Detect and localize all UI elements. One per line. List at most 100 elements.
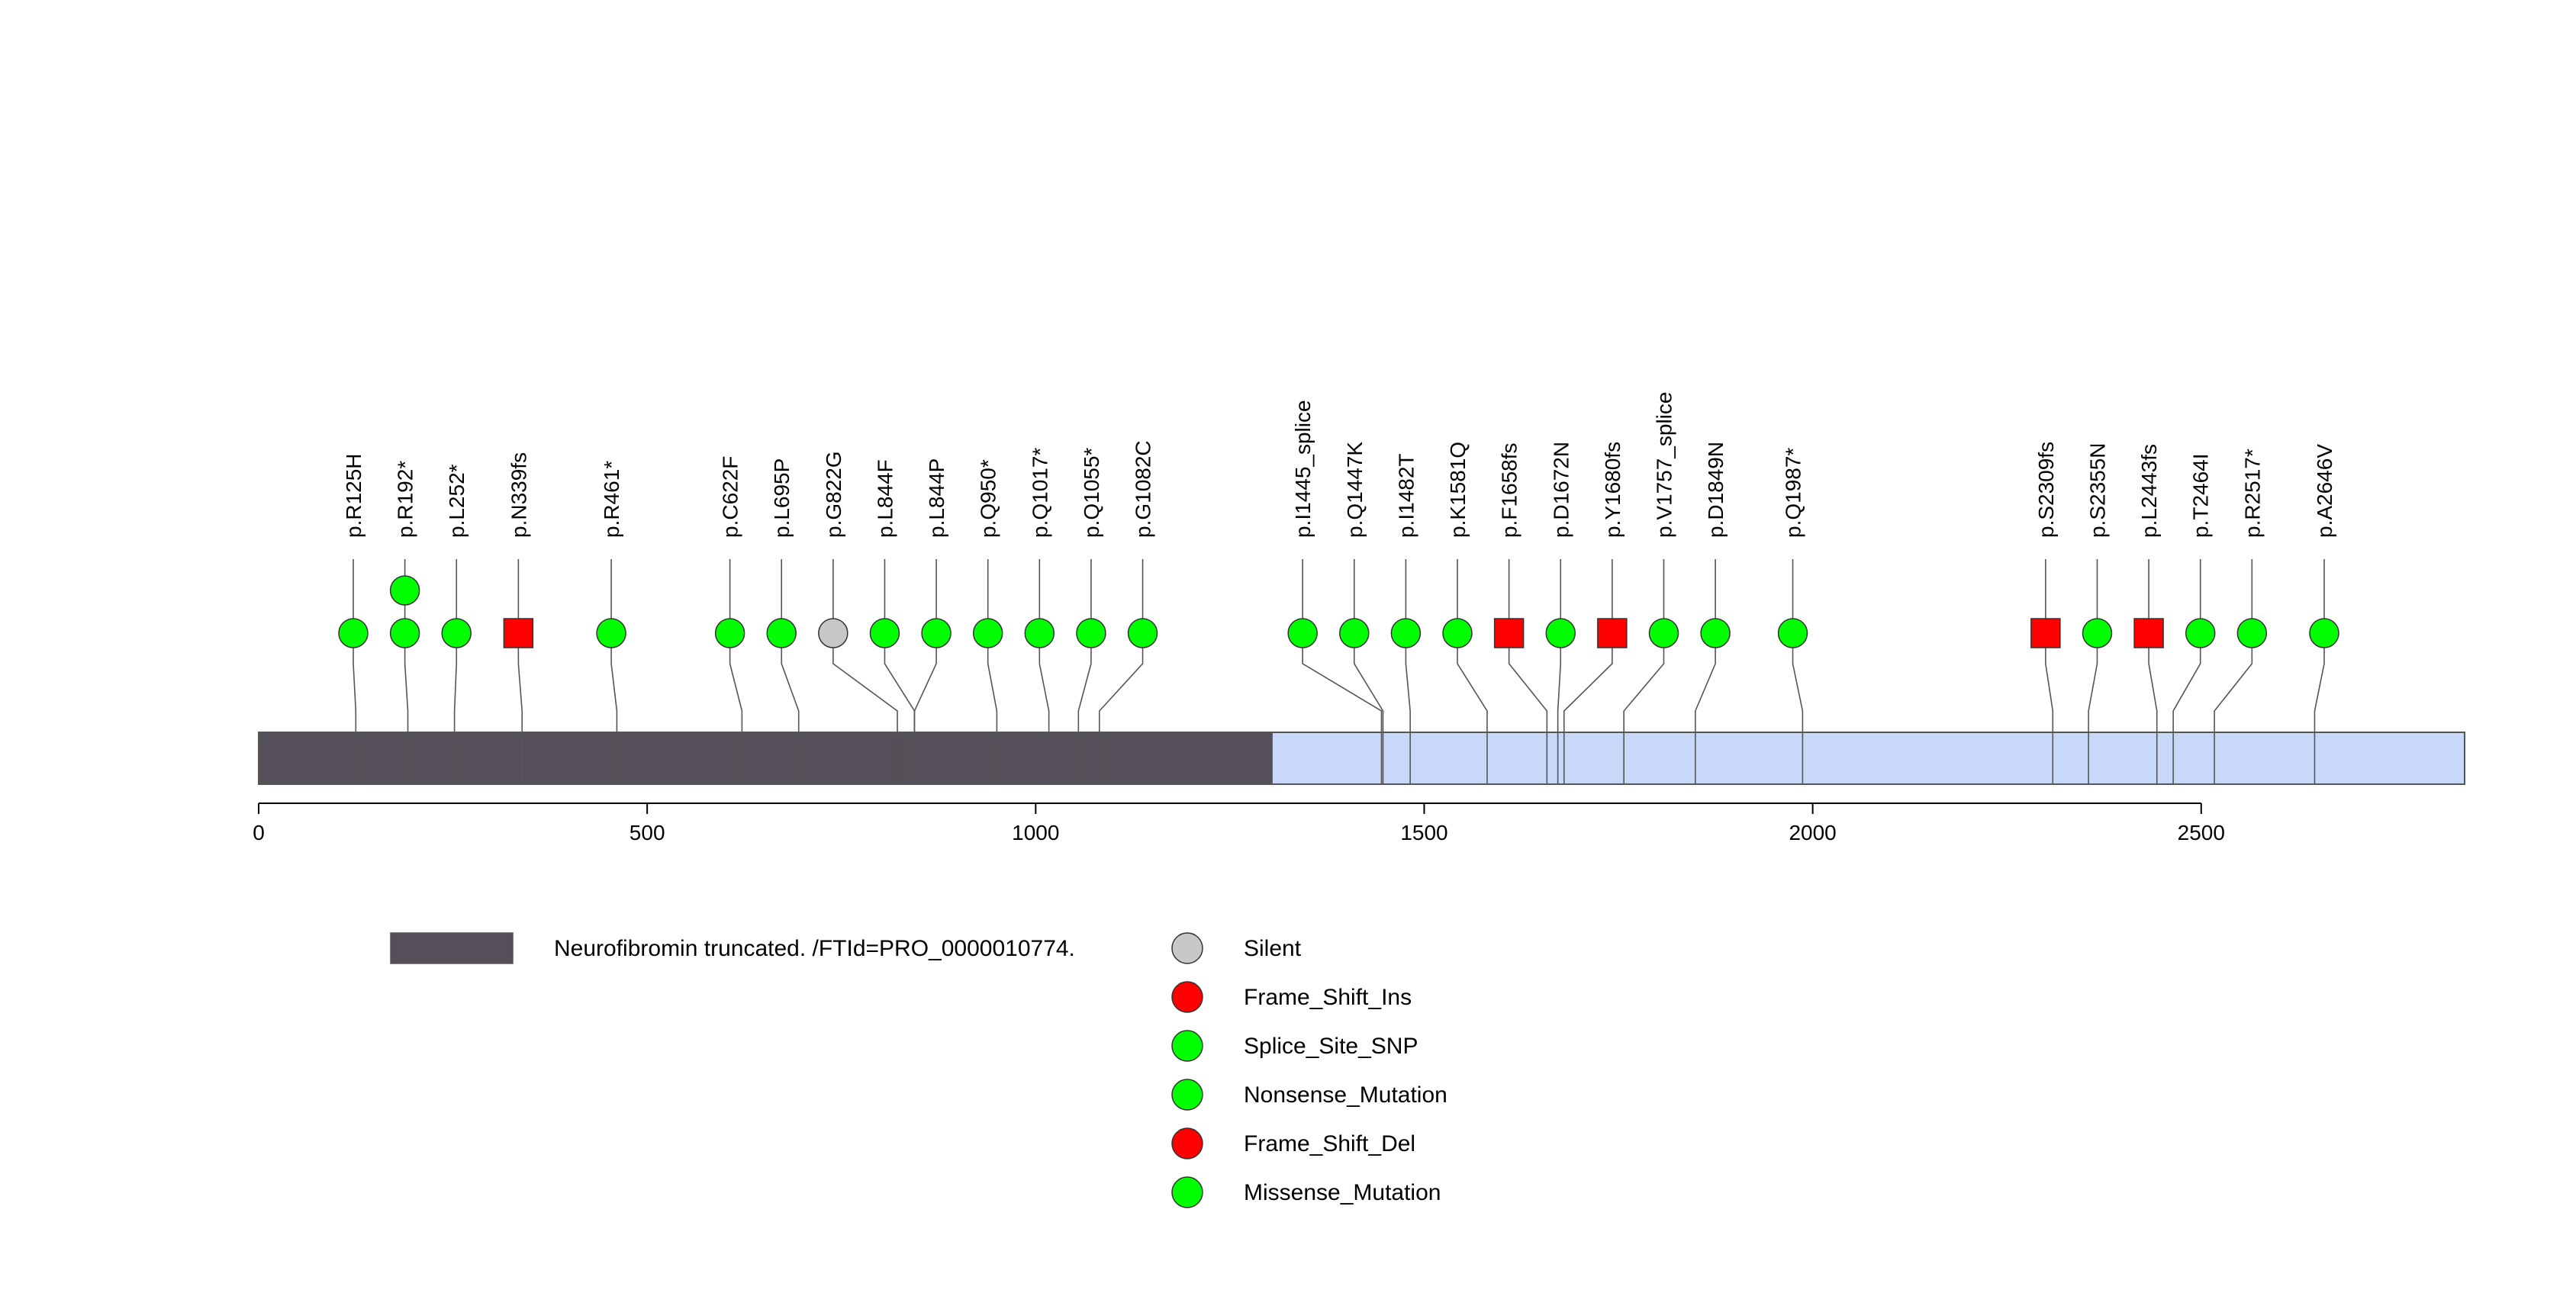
connector-p-n339fs: [517, 559, 523, 784]
x-tick-label-500: 500: [630, 821, 665, 844]
legend-swatch-silent: [1171, 932, 1203, 964]
marker-p-k1581q: [1442, 618, 1473, 648]
domain-0: [259, 732, 1273, 785]
mutation-label-p-g822g: p.G822G: [822, 451, 845, 538]
connector-p-r461: [610, 559, 618, 784]
connector-p-t2464i: [2172, 559, 2201, 784]
x-tick-label-1000: 1000: [1012, 821, 1059, 844]
connector-p-q1987: [1792, 559, 1804, 784]
legend-label-frame-shift-ins: Frame_Shift_Ins: [1244, 985, 1412, 1010]
mutation-label-p-v1757-splice: p.V1757_splice: [1652, 392, 1676, 538]
connector-p-i1482t: [1405, 559, 1411, 784]
mutation-label-p-d1672n: p.D1672N: [1549, 442, 1573, 538]
connector-p-r192: [404, 559, 409, 784]
connector-p-g1082c: [1099, 559, 1144, 784]
connector-p-q1447k: [1353, 559, 1384, 784]
legend-label-splice-site-snp: Splice_Site_SNP: [1244, 1034, 1418, 1059]
mutation-label-p-q1055: p.Q1055*: [1080, 448, 1103, 538]
marker-p-i1445-splice: [1287, 618, 1318, 648]
connector-p-r125h: [353, 559, 357, 784]
marker-p-c622f: [714, 618, 745, 648]
connector-p-g822g: [832, 559, 898, 784]
legend-swatch-frame-shift-ins: [1171, 981, 1203, 1013]
marker-p-g1082c: [1127, 618, 1158, 648]
connector-p-k1581q: [1457, 559, 1488, 784]
marker-p-r192: [389, 618, 420, 648]
marker-p-d1672n: [1545, 618, 1576, 648]
connector-p-i1445-splice: [1302, 559, 1383, 784]
legend-swatch-splice-site-snp: [1171, 1030, 1203, 1062]
connector-p-y1680fs: [1563, 559, 1613, 784]
mutation-label-p-d1849n: p.D1849N: [1704, 442, 1728, 538]
marker-p-l844p: [921, 618, 952, 648]
x-tick-label-0: 0: [253, 821, 265, 844]
legend-label-nonsense-mutation: Nonsense_Mutation: [1244, 1082, 1447, 1108]
mutation-label-p-i1445-splice: p.I1445_splice: [1291, 400, 1315, 538]
marker-p-q1017: [1024, 618, 1055, 648]
marker-p-r2517: [2236, 618, 2268, 648]
marker-p-t2464i: [2185, 618, 2216, 648]
legend-label-frame-shift-del: Frame_Shift_Del: [1244, 1131, 1415, 1156]
marker-p-i1482t: [1390, 618, 1422, 648]
mutation-label-p-l2443fs: p.L2443fs: [2137, 444, 2161, 538]
mutation-label-p-l844f: p.L844F: [873, 459, 897, 538]
mutation-label-p-c622f: p.C622F: [719, 456, 742, 538]
mutation-label-p-q1447k: p.Q1447K: [1343, 442, 1367, 538]
mutation-label-p-a2646v: p.A2646V: [2313, 444, 2336, 538]
legend-swatch-missense-mutation: [1171, 1176, 1203, 1208]
marker-p-q950: [972, 618, 1003, 648]
marker-p-l844f: [869, 618, 900, 648]
connector-p-a2646v: [2314, 559, 2325, 784]
connector-p-c622f: [729, 559, 743, 784]
connector-p-l252: [453, 559, 458, 784]
x-tick-label-2500: 2500: [2178, 821, 2225, 844]
x-tick-label-2000: 2000: [1789, 821, 1836, 844]
marker-p-q1987: [1777, 618, 1808, 648]
connector-p-q950: [987, 559, 998, 784]
legend-label-missense-mutation: Missense_Mutation: [1244, 1180, 1441, 1205]
marker-p-r125h: [338, 618, 369, 648]
marker-p-n339fs: [503, 618, 534, 648]
connector-p-s2355n: [2088, 559, 2098, 784]
legend-domain-label-0: Neurofibromin truncated. /FTId=PRO_00000…: [554, 936, 1075, 961]
marker-p-l252: [441, 618, 472, 648]
mutation-label-p-l695p: p.L695P: [770, 458, 794, 538]
mutation-label-p-k1581q: p.K1581Q: [1446, 442, 1470, 538]
x-tick-label-1500: 1500: [1400, 821, 1447, 844]
marker-p-g822g: [818, 618, 848, 648]
marker-p-q1447k: [1339, 618, 1370, 648]
connector-p-v1757-splice: [1623, 559, 1665, 784]
legend-swatch-nonsense-mutation: [1171, 1079, 1203, 1111]
mutation-label-p-s2355n: p.S2355N: [2085, 442, 2109, 538]
mutation-label-p-r125h: p.R125H: [342, 453, 365, 538]
connector-p-q1055: [1077, 559, 1092, 784]
mutation-label-p-q1987: p.Q1987*: [1782, 448, 1805, 538]
mutation-label-p-q950: p.Q950*: [977, 459, 1000, 538]
mutation-label-p-r2517: p.R2517*: [2240, 449, 2264, 538]
mutation-label-p-r192: p.R192*: [394, 461, 417, 538]
marker-p-v1757-splice: [1648, 618, 1679, 648]
mutation-label-p-s2309fs: p.S2309fs: [2034, 442, 2058, 538]
connector-p-d1672n: [1557, 559, 1562, 784]
mutation-label-p-l844p: p.L844P: [925, 458, 948, 538]
mutation-label-p-y1680fs: p.Y1680fs: [1601, 442, 1624, 538]
mutation-label-p-g1082c: p.G1082C: [1132, 440, 1155, 538]
connector-p-l844p: [913, 559, 937, 784]
connector-p-s2309fs: [2045, 559, 2054, 784]
mutation-label-p-f1658fs: p.F1658fs: [1498, 442, 1521, 538]
marker-p-l695p: [766, 618, 797, 648]
marker-p-y1680fs: [1597, 618, 1628, 648]
mutation-label-p-l252: p.L252*: [445, 464, 469, 538]
mutation-label-p-n339fs: p.N339fs: [507, 452, 530, 538]
marker-p-d1849n: [1700, 618, 1731, 648]
marker-p-l2443fs: [2133, 618, 2164, 648]
connector-p-d1849n: [1695, 559, 1716, 784]
connector-p-l695p: [781, 559, 800, 784]
marker-p-r461: [596, 618, 626, 648]
marker-p-s2309fs: [2030, 618, 2061, 648]
marker-p-a2646v: [2309, 618, 2339, 648]
legend-domain-swatch-0: [390, 932, 514, 964]
legend-label-silent: Silent: [1244, 936, 1302, 961]
